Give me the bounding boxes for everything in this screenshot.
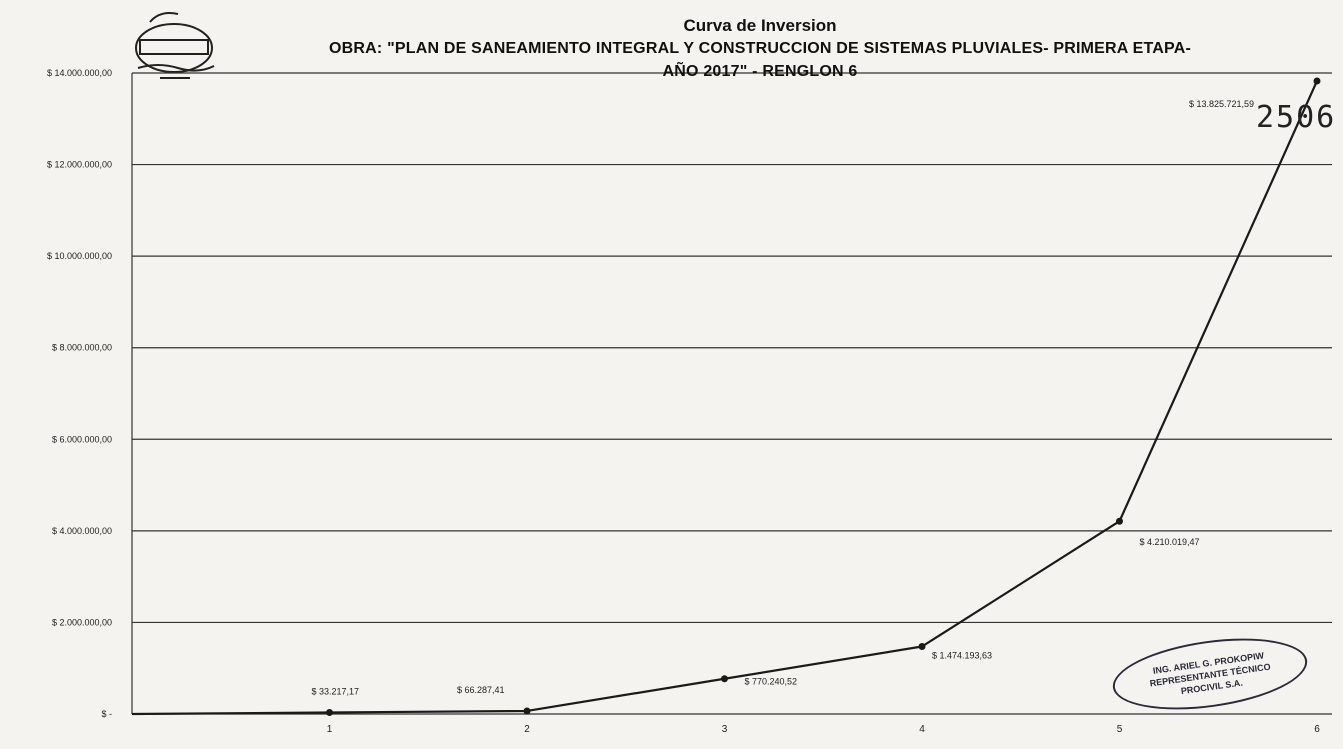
x-tick-label: 2 [524, 724, 530, 735]
data-point [523, 707, 531, 715]
series-line [131, 80, 1319, 716]
data-point [326, 708, 333, 716]
series-investment [131, 77, 1321, 716]
y-tick-label: $ 10.000.000,00 [47, 251, 112, 261]
handwritten-folio-number: 2506 [1256, 100, 1337, 135]
data-label: $ 66.287,41 [457, 685, 505, 695]
x-tick-label: 5 [1117, 724, 1123, 735]
chart-title: Curva de Inversion [683, 16, 837, 35]
x-tick-label: 1 [327, 724, 333, 735]
data-point [1116, 517, 1123, 525]
chart-subtitle-line2: AÑO 2017" - RENGLON 6 [662, 63, 858, 80]
data-label: $ 33.217,17 [312, 686, 360, 696]
data-label: $ 770.240,52 [745, 677, 798, 687]
data-point [721, 675, 728, 683]
chart-subtitle-line1: OBRA: "PLAN DE SANEAMIENTO INTEGRAL Y CO… [329, 40, 1191, 57]
data-labels: $ 33.217,17 $ 66.287,41 $ 770.240,52 $ 1.47… [312, 99, 1255, 696]
y-tick-label: $ 14.000.000,00 [47, 68, 112, 78]
y-tick-label: $ 12.000.000,00 [47, 160, 112, 170]
y-tick-label: $ 4.000.000,00 [52, 526, 112, 536]
company-logo [135, 12, 215, 79]
data-label: $ 4.210.019,47 [1140, 537, 1200, 547]
data-label: $ 13.825.721,59 [1189, 99, 1254, 109]
x-axis-ticks: 1 2 3 4 5 6 [327, 724, 1321, 735]
chart-title-block: Curva de Inversion OBRA: "PLAN DE SANEAM… [230, 14, 1290, 83]
y-tick-label: $ 2.000.000,00 [52, 617, 112, 627]
data-label: $ 1.474.193,63 [932, 651, 992, 661]
x-tick-label: 6 [1314, 724, 1320, 735]
y-tick-label: $ 6.000.000,00 [52, 434, 112, 444]
y-tick-label: $ - [101, 709, 112, 719]
x-tick-label: 3 [722, 724, 728, 735]
data-point [918, 643, 926, 651]
data-point [1313, 77, 1321, 85]
x-tick-label: 4 [919, 724, 925, 735]
grid-lines [131, 72, 1332, 715]
y-axis-ticks: $ - $ 2.000.000,00 $ 4.000.000,00 $ 6.000.0… [47, 68, 112, 719]
y-tick-label: $ 8.000.000,00 [52, 343, 112, 353]
